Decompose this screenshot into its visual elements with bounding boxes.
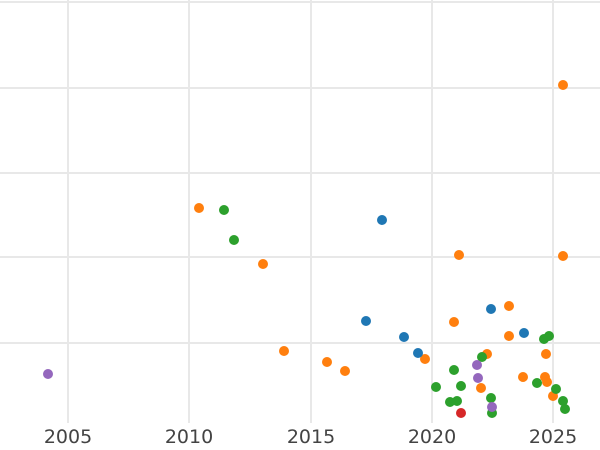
- data-point-purple: [472, 360, 482, 370]
- x-tick-label: 2010: [164, 426, 214, 448]
- data-point-orange: [548, 391, 558, 401]
- data-point-green: [219, 205, 229, 215]
- x-gridline: [67, 0, 69, 423]
- data-point-blue: [519, 328, 529, 338]
- y-gridline: [0, 256, 600, 258]
- data-point-blue: [377, 215, 387, 225]
- x-gridline: [552, 0, 554, 423]
- y-gridline: [0, 87, 600, 89]
- x-tick-label: 2015: [286, 426, 336, 448]
- data-point-orange: [482, 349, 492, 359]
- y-gridline: [0, 342, 600, 344]
- data-point-green: [560, 404, 570, 414]
- data-point-orange: [518, 372, 528, 382]
- y-gridline: [0, 1, 600, 3]
- data-point-blue: [413, 348, 423, 358]
- data-point-orange: [504, 301, 514, 311]
- data-point-orange: [194, 203, 204, 213]
- data-point-green: [544, 331, 554, 341]
- data-point-blue: [399, 332, 409, 342]
- x-tick-label: 2005: [43, 426, 93, 448]
- data-point-green: [449, 365, 459, 375]
- data-point-green: [452, 396, 462, 406]
- data-point-purple: [487, 402, 497, 412]
- data-point-green: [445, 397, 455, 407]
- data-point-orange: [476, 383, 486, 393]
- data-point-orange: [504, 331, 514, 341]
- data-point-blue: [361, 316, 371, 326]
- x-gridline: [431, 0, 433, 423]
- y-gridline: [0, 172, 600, 174]
- data-point-orange: [558, 251, 568, 261]
- data-point-orange: [420, 354, 430, 364]
- data-point-orange: [258, 259, 268, 269]
- data-point-orange: [322, 357, 332, 367]
- data-point-green: [431, 382, 441, 392]
- data-point-green: [486, 393, 496, 403]
- x-tick-label: 2025: [528, 426, 578, 448]
- data-point-orange: [454, 250, 464, 260]
- data-point-red: [456, 408, 466, 418]
- data-point-green: [551, 384, 561, 394]
- x-tick-label: 2020: [407, 426, 457, 448]
- data-point-green: [229, 235, 239, 245]
- data-point-green: [487, 408, 497, 418]
- x-gridline: [188, 0, 190, 423]
- data-point-green: [456, 381, 466, 391]
- data-point-green: [558, 396, 568, 406]
- data-point-green: [532, 378, 542, 388]
- x-gridline: [310, 0, 312, 423]
- data-point-orange: [340, 366, 350, 376]
- data-point-green: [477, 352, 487, 362]
- data-point-orange: [558, 80, 568, 90]
- data-point-orange: [542, 377, 552, 387]
- data-point-orange: [541, 349, 551, 359]
- data-point-orange: [279, 346, 289, 356]
- data-point-purple: [473, 373, 483, 383]
- data-point-purple: [43, 369, 53, 379]
- data-point-orange: [449, 317, 459, 327]
- data-point-blue: [486, 304, 496, 314]
